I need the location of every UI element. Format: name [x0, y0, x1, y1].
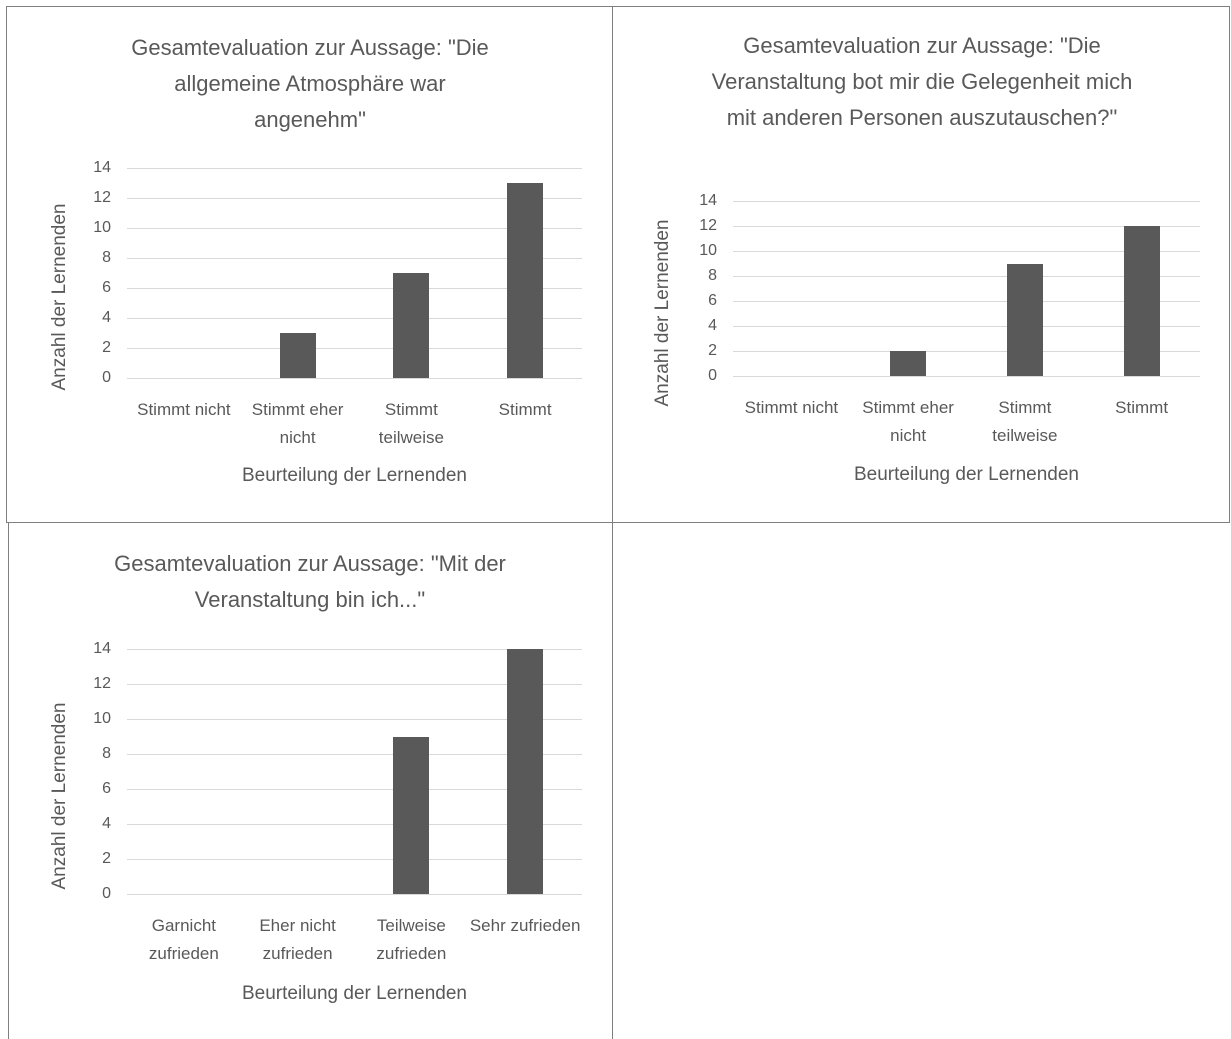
grid-line [127, 378, 582, 379]
grid-line [127, 258, 582, 259]
x-tick-label: Stimmt nicht [744, 398, 839, 417]
grid-line [127, 789, 582, 790]
y-tick-label: 10 [93, 219, 111, 236]
x-tick-label: Eher nicht zufrieden [259, 916, 336, 963]
grid-line [733, 301, 1200, 302]
grid-line [127, 684, 582, 685]
grid-line [127, 198, 582, 199]
chart-title: Gesamtevaluation zur Aussage: "Mit der V… [114, 551, 506, 612]
grid-line [127, 288, 582, 289]
grid-line [127, 894, 582, 895]
x-tick-label: Sehr zufrieden [469, 916, 581, 935]
y-tick-label: 6 [102, 279, 111, 296]
grid-line [127, 754, 582, 755]
chart-title: Gesamtevaluation zur Aussage: "Die Veran… [711, 33, 1133, 130]
chart-title: Gesamtevaluation zur Aussage: "Die allge… [131, 35, 489, 132]
chart-panel [612, 6, 1230, 523]
x-tick-label: Stimmt nicht [137, 400, 231, 419]
x-tick-label: Stimmt teilweise [378, 400, 444, 447]
bar [1006, 263, 1043, 376]
grid-line [733, 251, 1200, 252]
y-tick-label: 8 [102, 745, 111, 762]
y-tick-label: 10 [699, 242, 717, 259]
grid-line [733, 376, 1200, 377]
x-tick-label: Stimmt eher nicht [251, 400, 344, 447]
y-tick-label: 4 [102, 309, 111, 326]
y-tick-label: 8 [102, 249, 111, 266]
y-tick-label: 0 [102, 369, 111, 386]
y-tick-label: 0 [102, 885, 111, 902]
bar [393, 736, 430, 894]
y-axis-title: Anzahl der Lernenden [49, 702, 70, 889]
y-tick-label: 12 [699, 217, 717, 234]
x-tick-label: Stimmt teilweise [992, 398, 1058, 445]
x-tick-label: Stimmt [498, 400, 552, 419]
y-tick-label: 4 [102, 815, 111, 832]
bar [890, 351, 927, 376]
y-tick-label: 12 [93, 675, 111, 692]
grid-line [127, 824, 582, 825]
y-axis-title: Anzahl der Lernenden [652, 219, 673, 406]
y-tick-label: 14 [699, 192, 717, 209]
y-tick-label: 14 [93, 640, 111, 657]
bar [1123, 226, 1160, 376]
y-tick-label: 2 [102, 850, 111, 867]
x-axis-title: Beurteilung der Lernenden [853, 464, 1079, 485]
y-tick-label: 8 [708, 267, 717, 284]
grid-line [127, 168, 582, 169]
y-axis-title: Anzahl der Lernenden [49, 203, 70, 391]
grid-line [127, 228, 582, 229]
x-axis-title: Beurteilung der Lernenden [241, 983, 467, 1004]
x-tick-label: Stimmt eher nicht [862, 398, 954, 445]
y-tick-label: 0 [708, 367, 717, 384]
bar [507, 183, 544, 378]
grid-line [733, 226, 1200, 227]
grid-line [127, 719, 582, 720]
bar [507, 649, 544, 894]
grid-line [127, 318, 582, 319]
y-tick-label: 6 [708, 292, 717, 309]
y-tick-label: 4 [708, 317, 717, 334]
x-tick-label: Garnicht zufrieden [148, 916, 219, 963]
bar [279, 333, 316, 378]
grid-line [733, 351, 1200, 352]
x-tick-label: Teilweise zufrieden [376, 916, 447, 963]
grid-line [127, 649, 582, 650]
x-tick-label: Stimmt [1115, 398, 1169, 417]
grid-line [733, 326, 1200, 327]
y-tick-label: 14 [93, 159, 111, 176]
chart-panel [8, 522, 613, 1039]
grid-line [733, 201, 1200, 202]
y-tick-label: 2 [102, 339, 111, 356]
bar [393, 273, 430, 378]
y-tick-label: 6 [102, 780, 111, 797]
grid-line [127, 859, 582, 860]
x-axis-title: Beurteilung der Lernenden [241, 465, 467, 486]
y-tick-label: 12 [93, 189, 111, 206]
grid-line [127, 348, 582, 349]
y-tick-label: 10 [93, 710, 111, 727]
grid-line [733, 276, 1200, 277]
y-tick-label: 2 [708, 342, 717, 359]
